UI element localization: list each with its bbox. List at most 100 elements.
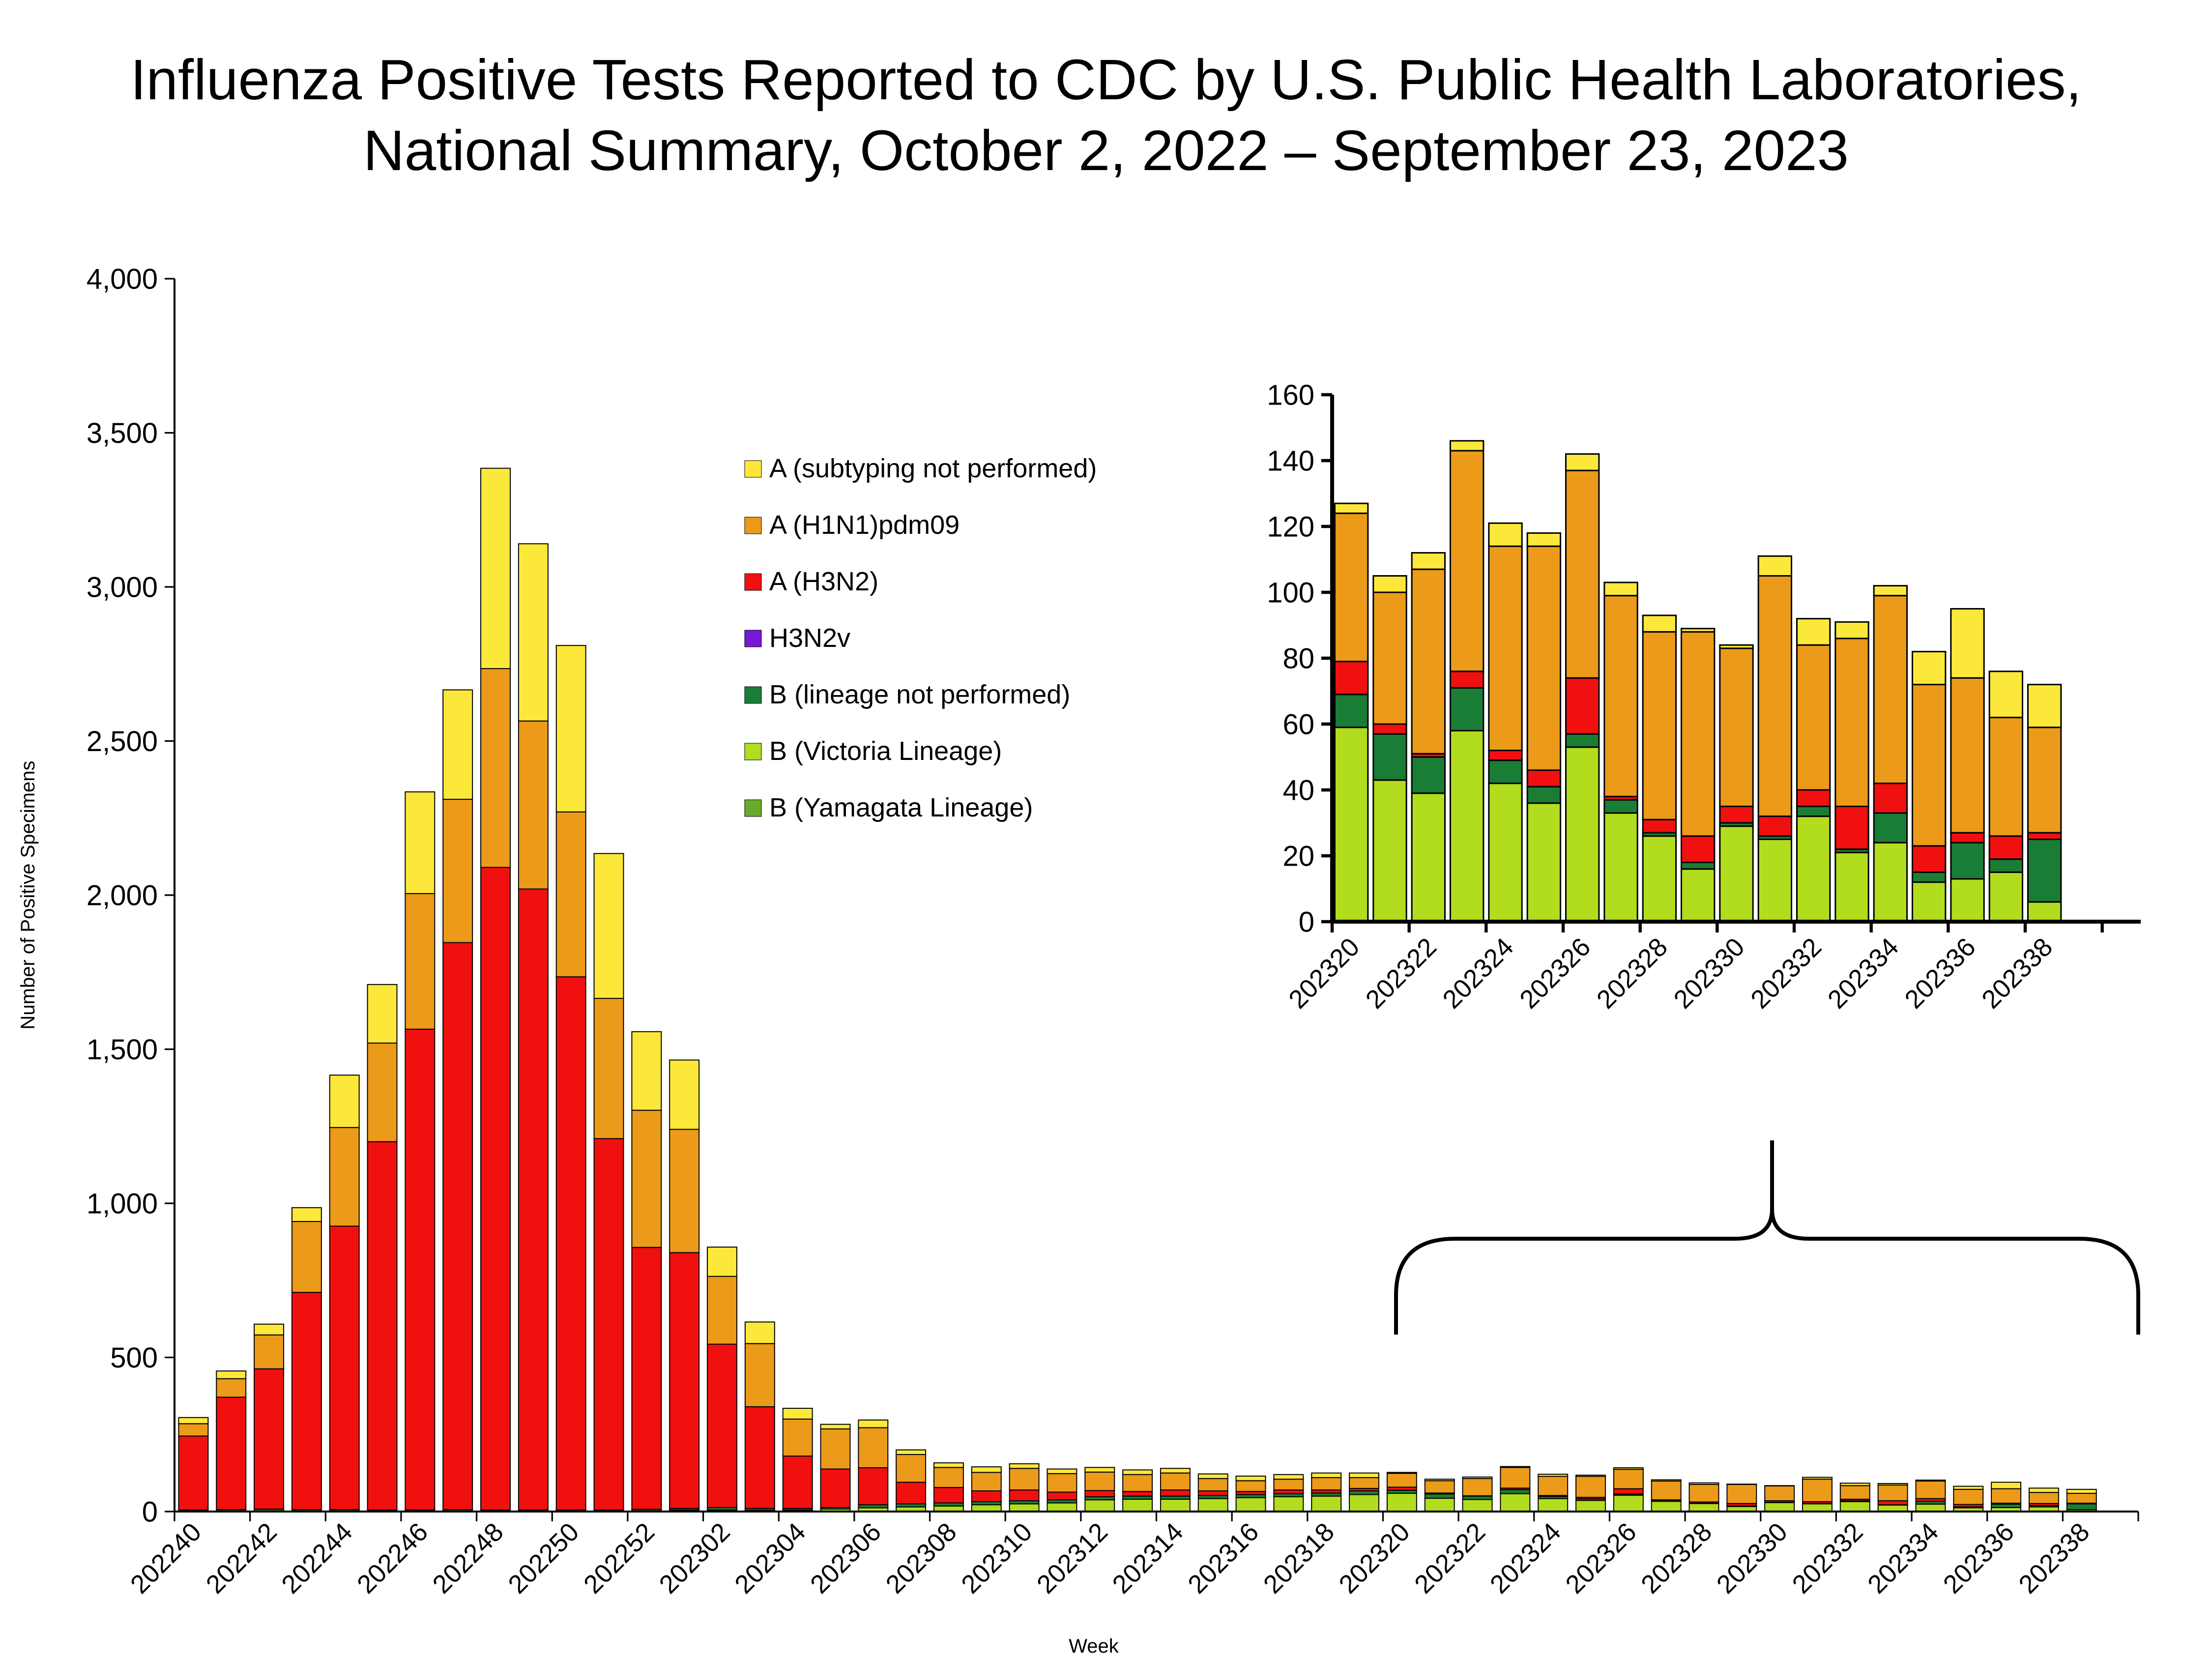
bar-b-victoria-lineage-202327 bbox=[1651, 1501, 1682, 1513]
bar-a-h1n1-pdm09-202247 bbox=[442, 799, 473, 943]
bar-a-h3n2-202326 bbox=[1565, 677, 1600, 735]
legend-label-b-yamagata-lineage: B (Yamagata Lineage) bbox=[769, 793, 1033, 822]
x-tick-label: 202246 bbox=[351, 1517, 434, 1600]
bar-b-lineage-not-performed-202327 bbox=[1603, 799, 1638, 814]
bar-b-victoria-lineage-202333 bbox=[1834, 851, 1869, 923]
bar-a-subtyping-not-performed-202325 bbox=[1575, 1475, 1606, 1477]
bar-a-subtyping-not-performed-202307 bbox=[896, 1449, 927, 1455]
bar-a-h3n2-202315 bbox=[1197, 1490, 1228, 1496]
bar-a-subtyping-not-performed-202309 bbox=[971, 1466, 1002, 1473]
bar-a-h3n2-202338 bbox=[2027, 832, 2062, 840]
bar-a-h3n2-202328 bbox=[1642, 818, 1677, 834]
x-tick-label: 202334 bbox=[1862, 1517, 1944, 1600]
bar-b-victoria-lineage-202317 bbox=[1273, 1496, 1304, 1513]
x-tick-label: 202330 bbox=[1711, 1517, 1793, 1600]
x-tick-label: 202332 bbox=[1745, 932, 1827, 1015]
bar-b-victoria-lineage-202323 bbox=[1449, 729, 1484, 923]
bar-a-h1n1-pdm09-202324 bbox=[1538, 1476, 1569, 1496]
bar-a-h1n1-pdm09-202240 bbox=[178, 1423, 209, 1437]
y-tick-label: 160 bbox=[1267, 379, 1314, 411]
bar-a-h1n1-pdm09-202241 bbox=[216, 1378, 247, 1398]
bar-a-subtyping-not-performed-202312 bbox=[1084, 1467, 1115, 1473]
bar-a-h1n1-pdm09-202335 bbox=[1911, 684, 1947, 847]
x-tick-label: 202338 bbox=[2013, 1517, 2096, 1600]
bar-a-subtyping-not-performed-202249 bbox=[518, 543, 549, 722]
inset-chart: 0204060801001201401602023202023222023242… bbox=[1267, 379, 2141, 1015]
bar-a-h1n1-pdm09-202251 bbox=[593, 998, 624, 1139]
y-tick-label: 500 bbox=[110, 1342, 158, 1374]
y-tick-label: 80 bbox=[1282, 642, 1314, 674]
bar-b-lineage-not-performed-202338 bbox=[2027, 839, 2062, 903]
legend-label-a-subtyping-not-performed: A (subtyping not performed) bbox=[769, 454, 1097, 483]
bar-a-h3n2-202242 bbox=[254, 1368, 285, 1510]
bar-a-h1n1-pdm09-202323 bbox=[1500, 1467, 1531, 1489]
bar-a-subtyping-not-performed-202331 bbox=[1802, 1477, 1833, 1480]
bar-b-victoria-lineage-202324 bbox=[1488, 783, 1523, 923]
bar-a-subtyping-not-performed-202336 bbox=[1950, 608, 1985, 679]
x-tick-label: 202314 bbox=[1107, 1517, 1189, 1600]
bar-b-victoria-lineage-202309 bbox=[971, 1504, 1002, 1513]
bar-a-h3n2-202307 bbox=[896, 1482, 927, 1505]
title-line-1: Influenza Positive Tests Reported to CDC… bbox=[130, 48, 2082, 112]
y-tick-label: 4,000 bbox=[87, 263, 158, 295]
bar-b-victoria-lineage-202334 bbox=[1915, 1503, 1946, 1512]
bar-a-h3n2-202305 bbox=[820, 1468, 851, 1508]
bar-a-subtyping-not-performed-202338 bbox=[2027, 684, 2062, 728]
zoom-bracket bbox=[1394, 1140, 2140, 1335]
bar-a-h1n1-pdm09-202313 bbox=[1122, 1474, 1153, 1492]
bar-b-victoria-lineage-202322 bbox=[1462, 1499, 1493, 1513]
x-tick-label: 202318 bbox=[1258, 1517, 1340, 1600]
bar-b-victoria-lineage-202319 bbox=[1349, 1494, 1380, 1512]
bar-b-victoria-lineage-202337 bbox=[1988, 872, 2024, 923]
bar-a-h1n1-pdm09-202325 bbox=[1575, 1476, 1606, 1498]
bar-a-subtyping-not-performed-202332 bbox=[1796, 618, 1831, 646]
bar-a-h1n1-pdm09-202331 bbox=[1757, 575, 1793, 817]
x-axis-title: Week bbox=[1069, 1635, 1119, 1657]
bar-a-subtyping-not-performed-202326 bbox=[1565, 453, 1600, 471]
bar-a-h3n2-202323 bbox=[1449, 670, 1484, 689]
title-line-2: National Summary, October 2, 2022 – Sept… bbox=[363, 118, 1849, 182]
y-tick-label: 2,000 bbox=[87, 879, 158, 911]
bar-a-h3n2-202320 bbox=[1334, 661, 1369, 696]
bar-a-h1n1-pdm09-202329 bbox=[1680, 631, 1716, 837]
bar-a-h1n1-pdm09-202318 bbox=[1311, 1477, 1342, 1491]
bar-b-victoria-lineage-202329 bbox=[1680, 868, 1716, 923]
bar-b-lineage-not-performed-202320 bbox=[1334, 694, 1369, 728]
x-tick-label: 202322 bbox=[1360, 932, 1442, 1015]
bar-b-victoria-lineage-202325 bbox=[1526, 802, 1562, 923]
bar-a-h1n1-pdm09-202335 bbox=[1953, 1488, 1984, 1505]
bar-b-lineage-not-performed-202322 bbox=[1411, 756, 1446, 794]
bar-a-subtyping-not-performed-202316 bbox=[1235, 1475, 1266, 1482]
y-tick-label: 0 bbox=[142, 1496, 158, 1528]
bar-b-victoria-lineage-202321 bbox=[1424, 1498, 1455, 1513]
bar-a-h3n2-202334 bbox=[1873, 783, 1908, 814]
bar-a-h3n2-202332 bbox=[1796, 789, 1831, 807]
bar-a-subtyping-not-performed-202327 bbox=[1603, 582, 1638, 597]
bar-a-h3n2-202251 bbox=[593, 1138, 624, 1511]
bar-a-h1n1-pdm09-202302 bbox=[707, 1276, 737, 1345]
bar-b-victoria-lineage-202335 bbox=[1911, 881, 1947, 923]
bar-b-victoria-lineage-202331 bbox=[1757, 839, 1793, 923]
x-tick-label: 202252 bbox=[578, 1517, 660, 1600]
bar-a-h1n1-pdm09-202334 bbox=[1873, 595, 1908, 785]
bar-a-h3n2-202331 bbox=[1757, 815, 1793, 837]
bar-b-lineage-not-performed-202324 bbox=[1488, 759, 1523, 785]
bar-a-subtyping-not-performed-202303 bbox=[744, 1321, 775, 1344]
bar-a-subtyping-not-performed-202336 bbox=[1991, 1482, 2022, 1489]
bar-b-victoria-lineage-202318 bbox=[1311, 1495, 1342, 1512]
bar-b-lineage-not-performed-202329 bbox=[1680, 861, 1716, 870]
bar-a-subtyping-not-performed-202327 bbox=[1651, 1479, 1682, 1482]
bar-a-h1n1-pdm09-202337 bbox=[2028, 1492, 2059, 1504]
bar-b-victoria-lineage-202334 bbox=[1873, 842, 1908, 923]
bar-a-h1n1-pdm09-202315 bbox=[1197, 1478, 1228, 1491]
bar-a-subtyping-not-performed-202318 bbox=[1311, 1472, 1342, 1479]
bar-a-h3n2-202240 bbox=[178, 1435, 209, 1511]
bar-b-victoria-lineage-202313 bbox=[1122, 1498, 1153, 1512]
bar-a-h1n1-pdm09-202305 bbox=[820, 1428, 851, 1470]
bar-b-victoria-lineage-202326 bbox=[1565, 746, 1600, 923]
bar-a-h1n1-pdm09-202329 bbox=[1726, 1484, 1757, 1504]
x-tick-label: 202310 bbox=[956, 1517, 1038, 1600]
x-tick-label: 202302 bbox=[654, 1517, 736, 1600]
bar-a-h3n2-202247 bbox=[442, 942, 473, 1511]
